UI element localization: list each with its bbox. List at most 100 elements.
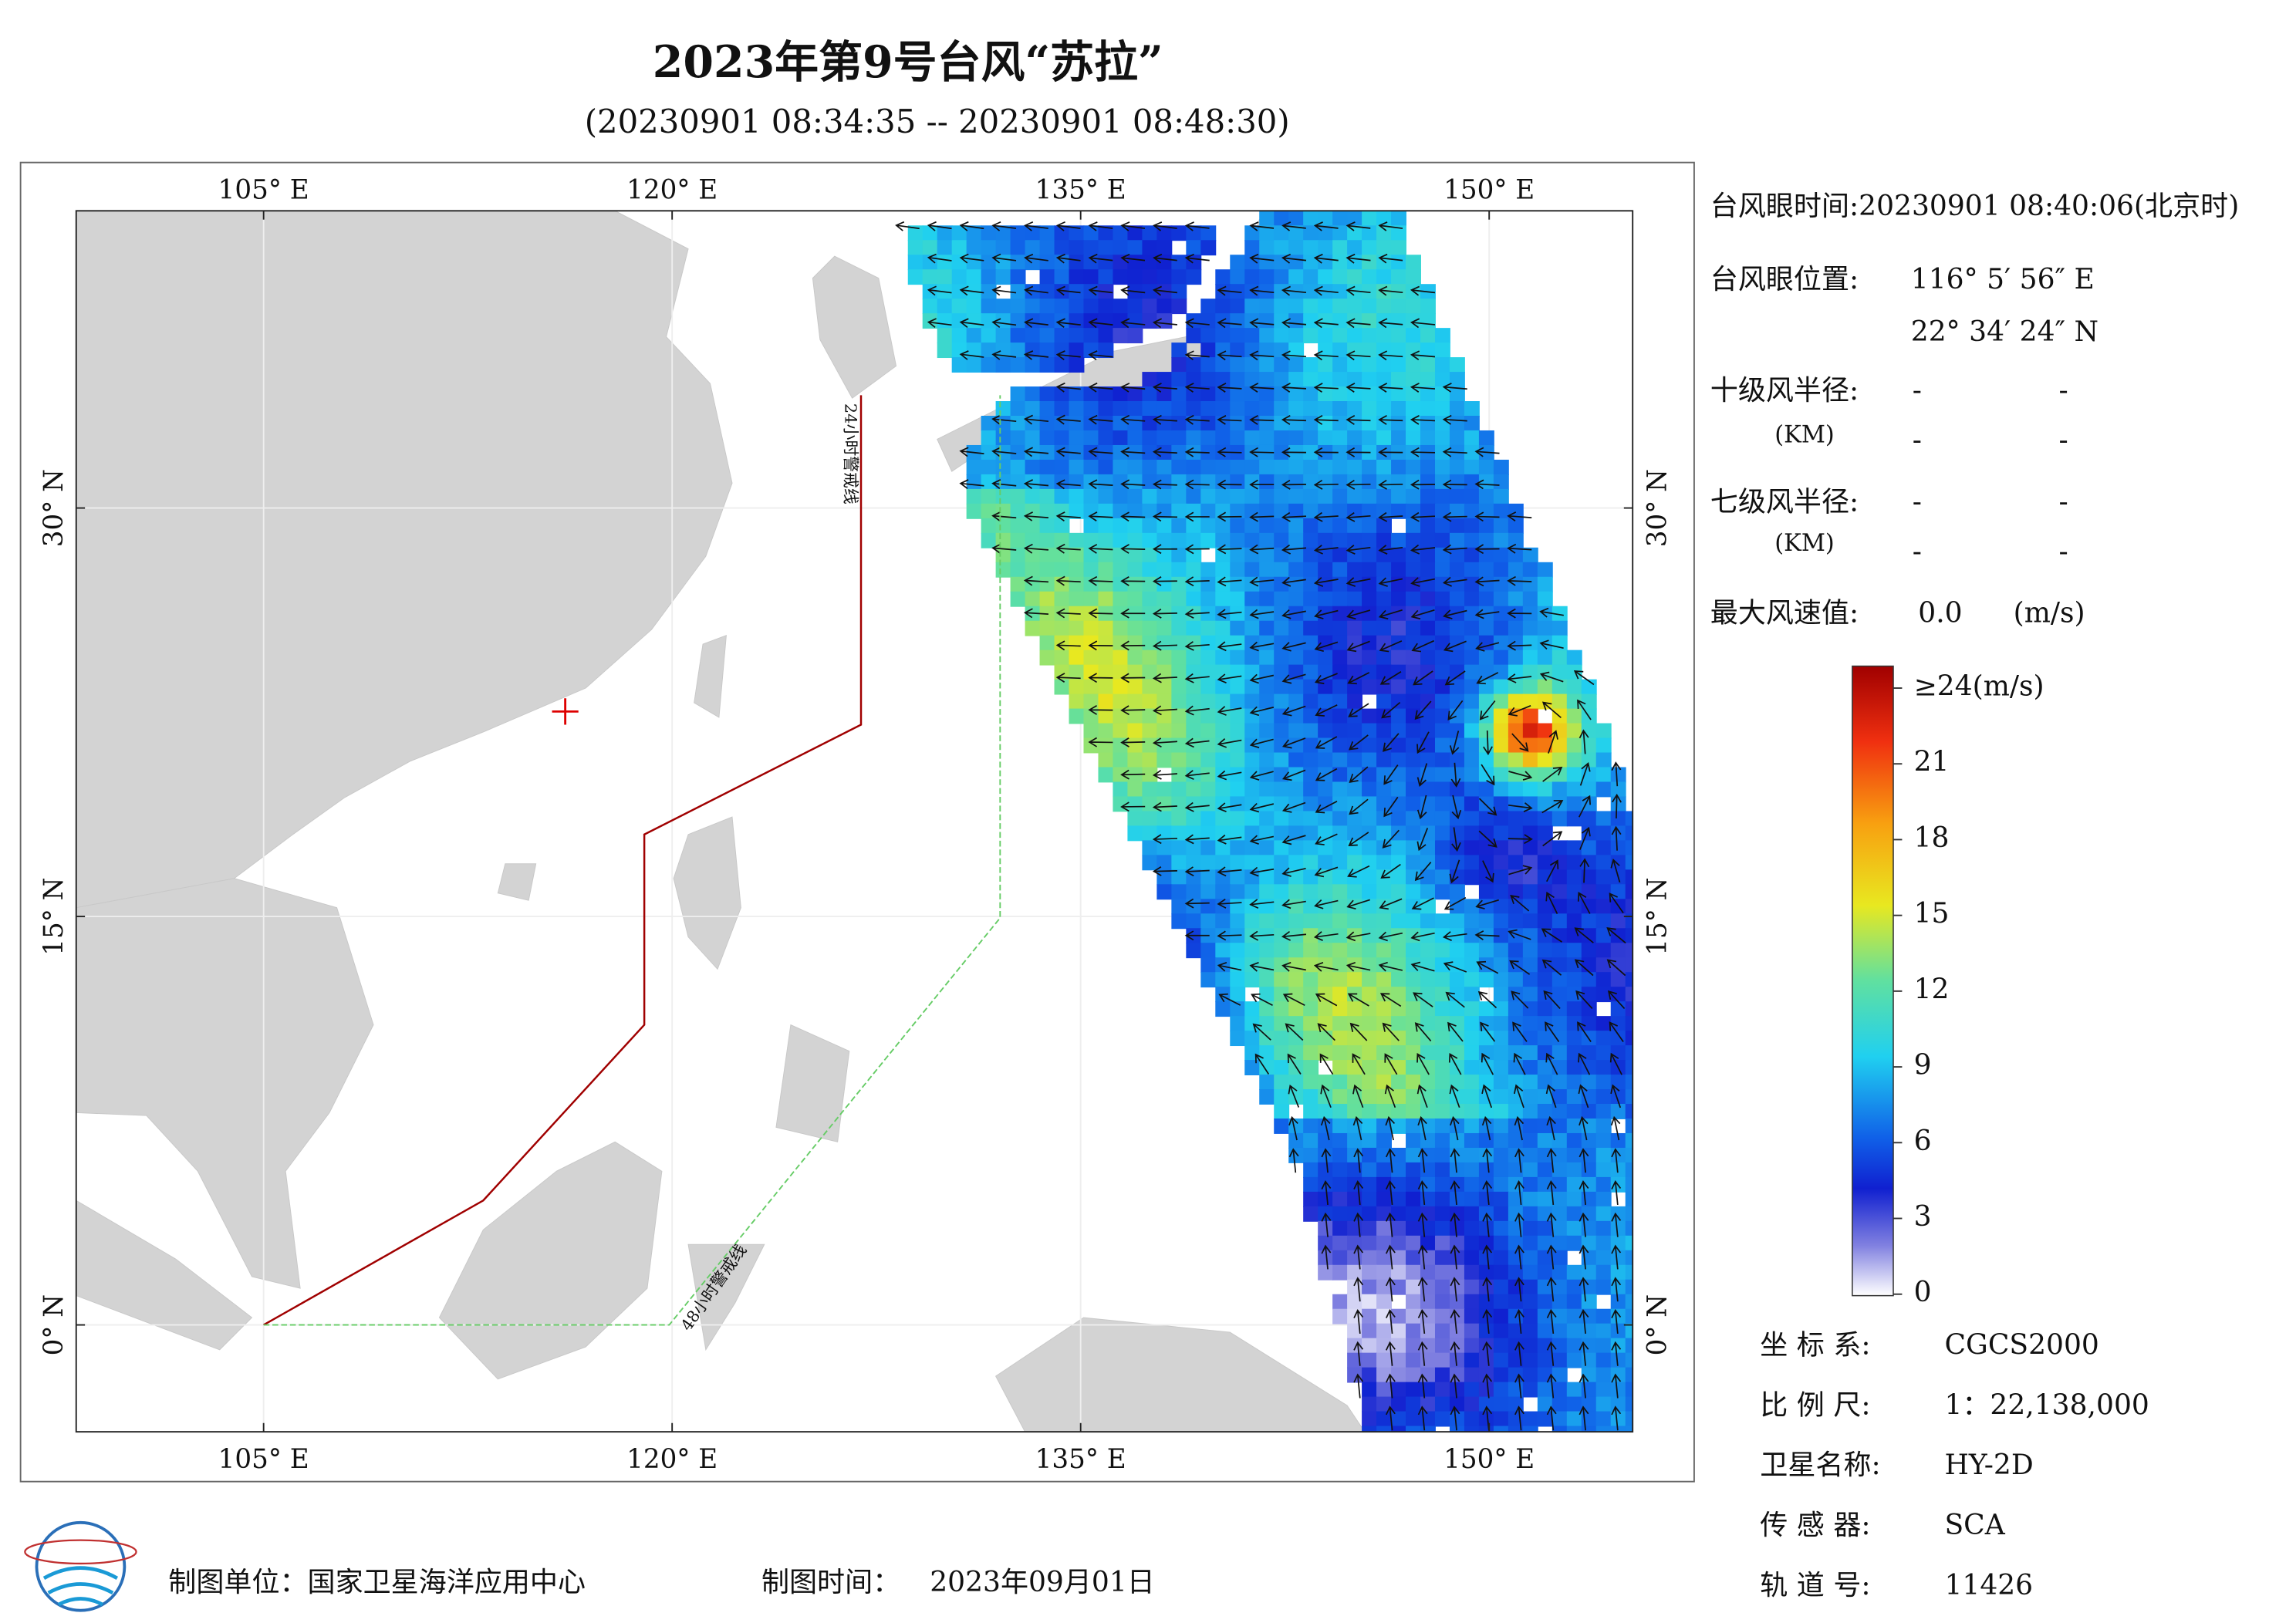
wind-arrow bbox=[1217, 641, 1242, 652]
wind-arrow bbox=[1414, 700, 1432, 720]
wind-cell bbox=[1464, 1411, 1480, 1427]
wind-cell bbox=[1493, 811, 1509, 827]
wind-cell bbox=[1347, 943, 1363, 959]
wind-cell bbox=[1362, 547, 1378, 563]
wind-cell bbox=[1406, 943, 1421, 959]
wind-cell bbox=[1522, 723, 1538, 739]
wind-cell bbox=[1274, 679, 1290, 695]
wind-cell bbox=[1347, 459, 1363, 475]
wind-cell bbox=[1464, 708, 1480, 724]
wind-cell bbox=[1244, 723, 1261, 739]
wind-cell bbox=[1434, 1220, 1450, 1237]
wind-cell bbox=[1406, 606, 1421, 622]
wind-cell bbox=[1362, 1075, 1378, 1090]
wind-cell bbox=[1010, 328, 1026, 344]
wind-cell bbox=[1551, 1323, 1568, 1339]
wind-cell bbox=[1434, 1191, 1450, 1207]
wind-cell bbox=[1566, 1060, 1582, 1075]
wind-cell bbox=[1083, 459, 1099, 475]
wind-cell bbox=[1069, 488, 1085, 504]
wind-cell bbox=[1054, 386, 1070, 402]
wind-cell bbox=[1347, 357, 1363, 373]
wind-cell bbox=[1595, 943, 1612, 959]
wind-cell bbox=[1566, 855, 1582, 871]
wind-arrow bbox=[1024, 285, 1048, 296]
lat-label: 0° N bbox=[1642, 1294, 1673, 1356]
wind-cell bbox=[1244, 1031, 1261, 1047]
wind-cell bbox=[1420, 811, 1436, 827]
wind-cell bbox=[1347, 532, 1363, 548]
wind-cell bbox=[1522, 884, 1538, 900]
wind-arrow bbox=[1249, 447, 1275, 457]
wind-cell bbox=[1362, 943, 1378, 959]
wind-cell bbox=[1581, 1323, 1597, 1339]
wind-cell bbox=[1522, 1001, 1538, 1017]
wind-cell bbox=[1010, 591, 1026, 607]
radius10-value: - bbox=[2058, 424, 2068, 457]
wind-cell bbox=[1303, 576, 1319, 592]
wind-cell bbox=[1230, 693, 1246, 710]
wind-arrow bbox=[1217, 706, 1242, 716]
wind-cell bbox=[1522, 943, 1538, 959]
wind-cell bbox=[1449, 723, 1465, 739]
wind-arrow bbox=[1288, 1084, 1300, 1108]
wind-cell bbox=[1069, 313, 1085, 329]
wind-cell bbox=[1362, 1162, 1378, 1178]
wind-cell bbox=[1069, 240, 1085, 256]
wind-cell bbox=[1391, 943, 1406, 959]
meta-value: 1：22,138,000 bbox=[1944, 1388, 2149, 1421]
wind-cell bbox=[1595, 1264, 1612, 1281]
wind-cell bbox=[1391, 386, 1406, 402]
wind-cell bbox=[1244, 1001, 1261, 1017]
wind-cell bbox=[1406, 781, 1421, 798]
radius7-label: 七级风半径: bbox=[1710, 485, 1859, 518]
wind-cell bbox=[981, 284, 997, 300]
wind-cell bbox=[1259, 635, 1275, 651]
wind-cell bbox=[1332, 225, 1349, 241]
wind-cell bbox=[1537, 752, 1553, 768]
wind-cell bbox=[1625, 1367, 1633, 1383]
wind-arrow bbox=[1315, 768, 1338, 781]
wind-arrow bbox=[1152, 544, 1177, 555]
wind-cell bbox=[981, 459, 997, 475]
wind-arrow bbox=[1152, 640, 1177, 651]
wind-cell bbox=[1581, 1191, 1597, 1207]
wind-cell bbox=[1244, 913, 1261, 930]
wind-cell bbox=[1434, 693, 1450, 710]
wind-arrow bbox=[959, 221, 984, 231]
wind-cell bbox=[1274, 1001, 1290, 1017]
wind-cell bbox=[1230, 532, 1246, 548]
wind-cell bbox=[1551, 1176, 1568, 1193]
wind-cell bbox=[1142, 444, 1158, 461]
wind-arrow bbox=[1281, 221, 1306, 231]
wind-cell bbox=[1171, 855, 1187, 871]
wind-cell bbox=[1332, 1176, 1349, 1193]
wind-cell bbox=[1449, 679, 1465, 695]
wind-arrow bbox=[1410, 479, 1435, 490]
wind-cell bbox=[1230, 1001, 1246, 1017]
wind-cell bbox=[1391, 211, 1406, 227]
wind-cell bbox=[937, 299, 953, 315]
wind-cell bbox=[937, 342, 953, 359]
wind-cell bbox=[1391, 723, 1406, 739]
wind-cell bbox=[1464, 855, 1480, 871]
wind-cell bbox=[1274, 752, 1290, 768]
wind-cell bbox=[1156, 693, 1173, 710]
wind-cell bbox=[1391, 1264, 1406, 1281]
wind-cell bbox=[1171, 416, 1187, 431]
wind-cell bbox=[1493, 1411, 1509, 1427]
wind-cell bbox=[1083, 225, 1099, 241]
wind-cell bbox=[1625, 1235, 1633, 1251]
wind-arrow bbox=[1023, 511, 1049, 521]
wind-arrow bbox=[1442, 544, 1467, 555]
wind-arrow bbox=[1411, 897, 1434, 910]
wind-cell bbox=[1522, 708, 1538, 724]
wind-cell bbox=[1230, 459, 1246, 475]
wind-cell bbox=[1595, 781, 1612, 798]
wind-arrow bbox=[1510, 895, 1530, 912]
wind-cell bbox=[1347, 1264, 1363, 1281]
wind-cell bbox=[1493, 1031, 1509, 1047]
wind-cell bbox=[1332, 708, 1349, 724]
wind-cell bbox=[1391, 1382, 1406, 1398]
wind-cell bbox=[1493, 1118, 1509, 1134]
